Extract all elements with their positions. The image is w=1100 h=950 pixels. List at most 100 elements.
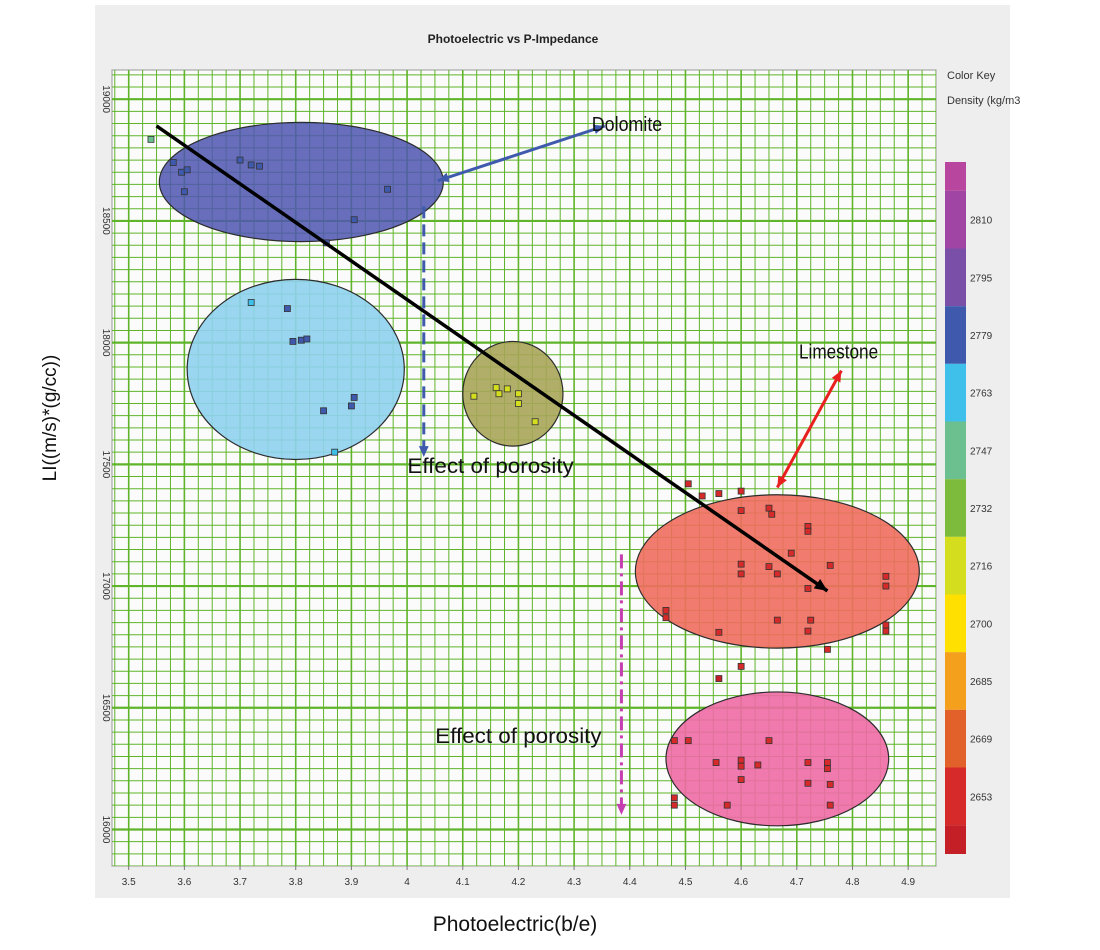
- y-tick-label: 17500: [100, 450, 111, 478]
- y-axis-label: LI((m/s)*(g/cc)): [40, 355, 61, 482]
- data-point: [882, 627, 890, 635]
- data-point: [787, 549, 795, 557]
- y-tick-label: 17000: [100, 572, 111, 600]
- annotation-label: Limestone: [799, 341, 878, 363]
- legend-label: 2732: [970, 504, 993, 515]
- cluster-ellipse-dolomite: [158, 121, 444, 243]
- trend-line-arrowhead: [813, 578, 828, 591]
- data-point: [723, 801, 731, 809]
- data-point: [470, 392, 478, 400]
- data-point: [670, 737, 678, 745]
- dolomite-arrow: [437, 124, 606, 183]
- data-point: [737, 776, 745, 783]
- legend-label: 2653: [970, 792, 993, 803]
- legend-labels: 2810 2795 2779 2763 2747 2732 2716 2700 2685 2669…: [970, 216, 993, 804]
- data-point: [515, 400, 522, 407]
- data-point: [147, 135, 155, 143]
- legend: Color Key Density (kg/m3 2810 2795 2779 276…: [945, 70, 1020, 854]
- data-point: [754, 761, 762, 769]
- data-point: [331, 448, 339, 456]
- data-point: [180, 188, 188, 196]
- data-point: [804, 627, 812, 635]
- data-point: [826, 561, 834, 569]
- data-point: [826, 801, 834, 809]
- data-point: [737, 570, 745, 578]
- data-point: [492, 384, 500, 392]
- cluster-ellipse-olive: [462, 340, 564, 447]
- x-tick-label: 4.2: [511, 877, 525, 888]
- data-point: [715, 628, 723, 636]
- cluster-ellipse-cyan: [186, 278, 405, 461]
- data-point: [169, 159, 177, 166]
- data-point: [515, 390, 522, 398]
- legend-label: 2763: [970, 389, 993, 400]
- data-point: [765, 737, 773, 745]
- data-point: [303, 335, 311, 343]
- legend-swatch-bottom: [945, 825, 966, 854]
- annotation-label: Dolomite: [592, 114, 662, 136]
- legend-swatch: [945, 190, 966, 249]
- x-tick-label: 4.4: [623, 877, 637, 888]
- data-point: [765, 563, 773, 570]
- legend-swatch: [945, 709, 966, 768]
- data-point: [737, 507, 745, 514]
- legend-title: Color Key: [947, 70, 996, 82]
- x-tick-label: 4.8: [846, 877, 860, 888]
- legend-label: 2669: [970, 735, 993, 746]
- data-point: [384, 185, 391, 193]
- data-point: [662, 614, 670, 622]
- data-point: [768, 510, 776, 518]
- data-point: [804, 779, 812, 787]
- data-point: [531, 418, 539, 426]
- data-point: [684, 480, 692, 488]
- data-point: [882, 572, 890, 580]
- data-point: [737, 662, 745, 670]
- porosity-arrow-1-head: [418, 446, 429, 458]
- legend-label: 2747: [970, 446, 993, 457]
- trend-and-arrows: [155, 124, 843, 815]
- data-point: [765, 504, 773, 512]
- porosity-arrow-2-head: [616, 803, 627, 815]
- data-point: [183, 166, 191, 174]
- data-point: [297, 336, 305, 344]
- data-point: [882, 621, 890, 629]
- data-point: [804, 759, 812, 766]
- annotation-label: Effect of porosity: [435, 725, 602, 748]
- legend-label: 2716: [970, 562, 993, 573]
- limestone-arrow-tail: [777, 475, 787, 488]
- x-tick-label: 3.6: [177, 877, 191, 888]
- x-tick-label: 3.8: [289, 877, 303, 888]
- cluster-ellipse-pink: [665, 691, 890, 827]
- annotation-label: Effect of porosity: [407, 455, 574, 478]
- data-point: [715, 490, 723, 497]
- data-point: [350, 394, 358, 401]
- data-point: [178, 168, 185, 176]
- legend-label: 2795: [970, 273, 993, 284]
- data-point: [882, 582, 890, 590]
- data-point: [737, 487, 745, 495]
- data-point: [773, 570, 781, 578]
- data-point: [256, 162, 263, 170]
- data-point: [670, 801, 678, 809]
- legend-subtitle: Density (kg/m3: [947, 95, 1020, 107]
- x-tick-label: 4.7: [790, 877, 804, 888]
- legend-label: 2700: [970, 619, 993, 630]
- limestone-arrow-head: [831, 370, 842, 383]
- data-point: [670, 794, 678, 802]
- data-point: [824, 765, 831, 773]
- x-tick-labels: 3.5 3.6 3.7 3.8 3.9 4 4.1 4.2 4.3 4.4 4.5 4.6 4.7 4.8…: [122, 866, 916, 888]
- data-point: [684, 737, 692, 745]
- data-point: [236, 156, 244, 164]
- data-point: [824, 759, 831, 766]
- legend-swatch-top: [945, 162, 966, 191]
- y-tick-labels: 16000 16500 17000 17500 18000 18500 19000: [100, 85, 111, 844]
- data-point: [773, 616, 781, 624]
- legend-swatch: [945, 536, 966, 595]
- x-tick-label: 4: [404, 877, 410, 888]
- x-tick-label: 4.5: [679, 877, 693, 888]
- dolomite-arrow-head: [592, 124, 605, 135]
- trend-line: [155, 124, 829, 593]
- data-point: [737, 762, 745, 770]
- legend-label: 2779: [970, 331, 993, 342]
- data-point: [247, 161, 255, 169]
